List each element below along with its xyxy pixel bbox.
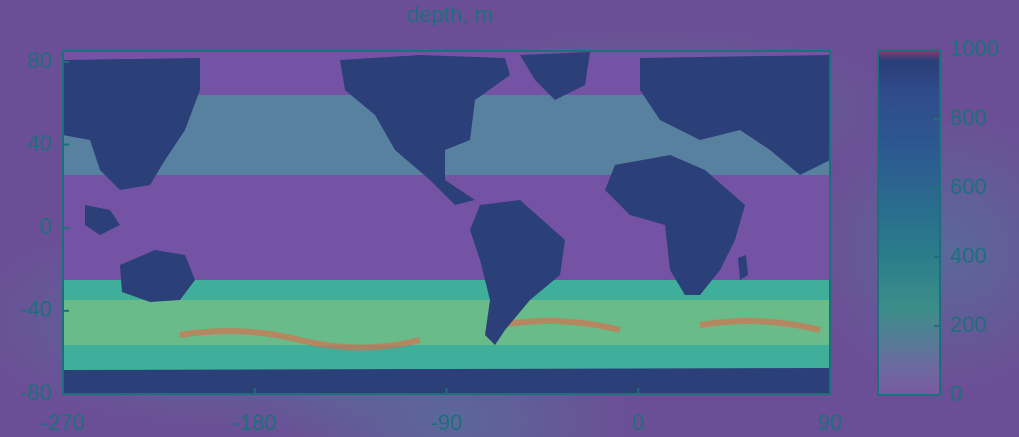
land-north-america (340, 55, 510, 205)
y-tick-label: -40 (20, 297, 52, 322)
colorbar-tick-label: 1000 (950, 36, 999, 61)
colorbar-tick-label: 600 (950, 174, 987, 199)
land-eurasia-east (640, 55, 830, 175)
y-tick-label: 80 (28, 48, 52, 73)
land-madagascar (738, 255, 748, 280)
land-australia (120, 250, 195, 302)
land-antarctica (63, 368, 830, 394)
land-indonesia (85, 205, 120, 235)
colorbar-axis: 1000 800 600 400 200 0 (934, 36, 999, 406)
land-greenland (520, 52, 590, 100)
colorbar-tick-label: 400 (950, 243, 987, 268)
map-x-axis: -270 -180 -90 0 90 (41, 388, 842, 435)
colorbar-tick-label: 200 (950, 312, 987, 337)
chart-title: depth, m (407, 2, 493, 27)
map-y-axis: 80 40 0 -40 -80 (20, 48, 69, 405)
x-tick-label: 90 (818, 410, 842, 435)
x-tick-label: 0 (632, 410, 644, 435)
world-map (63, 51, 830, 394)
x-tick-label: -180 (233, 410, 277, 435)
colorbar-tick-label: 0 (950, 381, 962, 406)
hotspot-band (179, 318, 821, 351)
colorbar-tick-label: 800 (950, 105, 987, 130)
x-tick-label: -270 (41, 410, 85, 435)
land-africa (605, 155, 745, 295)
y-tick-label: 40 (28, 130, 52, 155)
y-tick-label: -80 (20, 380, 52, 405)
x-tick-label: -90 (431, 410, 463, 435)
colorbar (877, 49, 941, 396)
land-eurasia (63, 58, 200, 190)
y-tick-label: 0 (40, 214, 52, 239)
land-south-america (470, 200, 565, 345)
